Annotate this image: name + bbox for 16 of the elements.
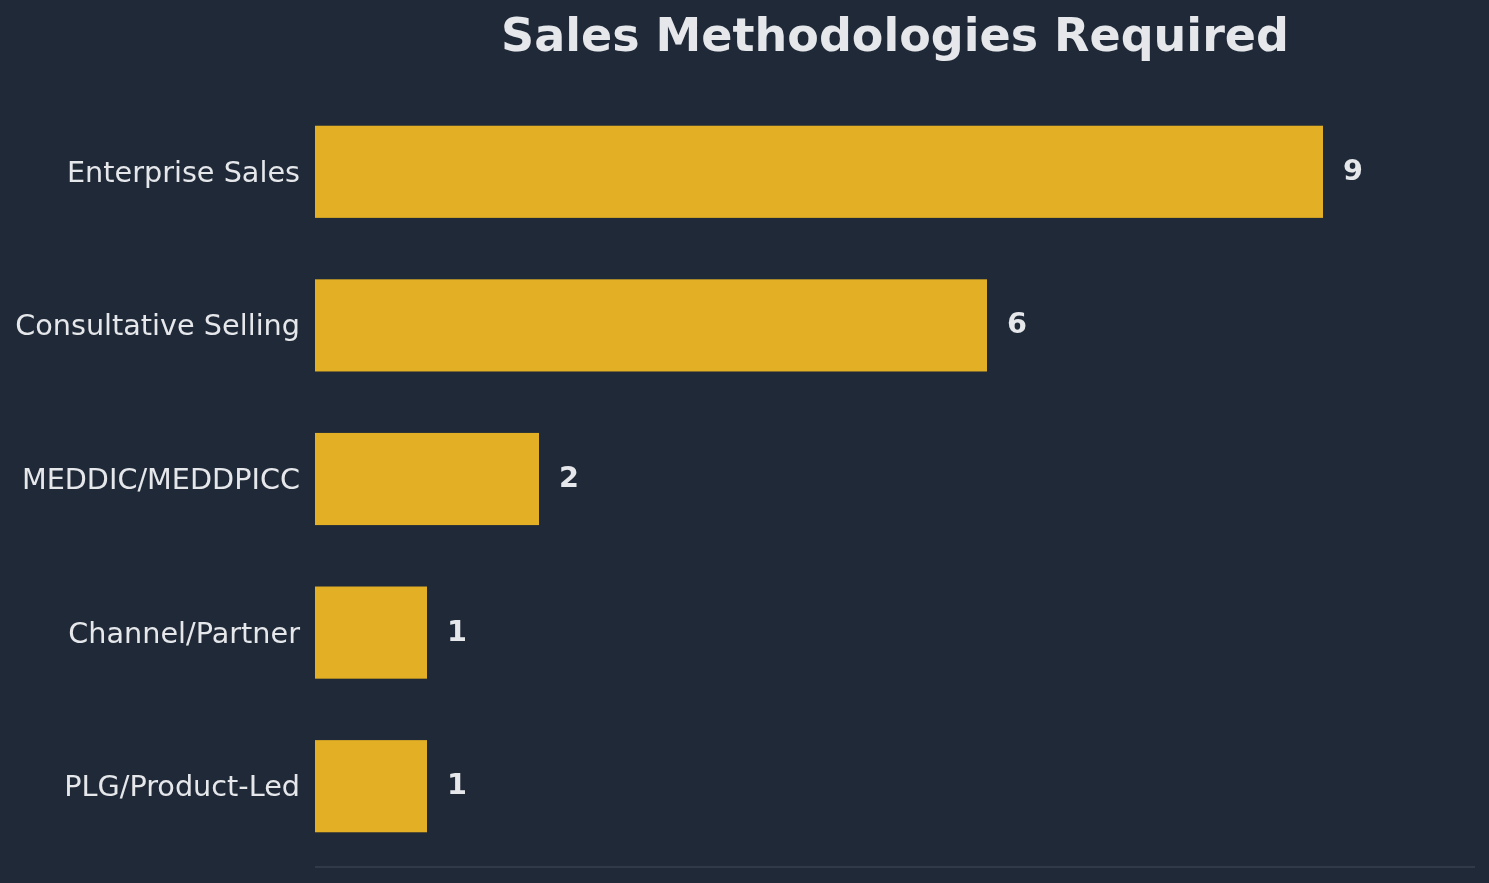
bar xyxy=(315,125,1323,218)
y-tick-label: Consultative Selling xyxy=(15,308,300,343)
y-tick-label: MEDDIC/MEDDPICC xyxy=(21,462,300,496)
bar xyxy=(315,586,427,679)
data-label: 2 xyxy=(559,460,579,494)
data-label: 9 xyxy=(1343,152,1363,187)
bar xyxy=(315,740,427,833)
y-tick-label: Channel/Partner xyxy=(68,615,301,650)
y-tick-label: Enterprise Sales xyxy=(66,154,300,189)
data-label: 1 xyxy=(447,613,467,648)
data-label: 1 xyxy=(447,767,467,802)
bar xyxy=(315,279,987,372)
chart-title: Sales Methodologies Required xyxy=(501,8,1289,62)
y-tick-label: PLG/Product-Led xyxy=(64,769,300,804)
data-label: 6 xyxy=(1007,306,1027,341)
bar xyxy=(315,432,539,526)
